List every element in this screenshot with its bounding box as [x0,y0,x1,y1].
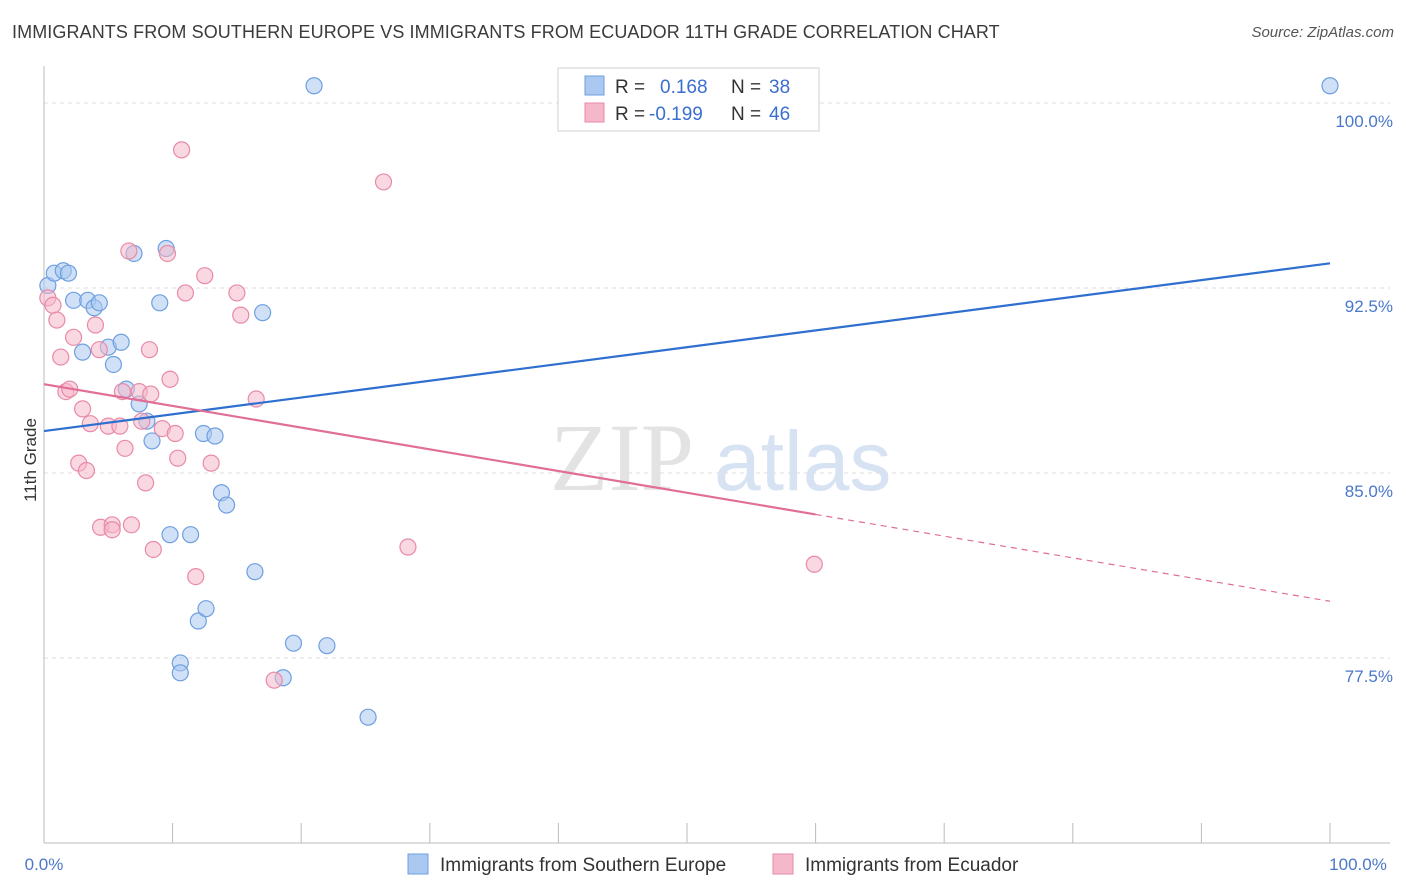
data-point-blue [90,294,108,312]
data-point-blue [218,496,236,514]
data-point-pink [120,242,138,260]
legend-n-label-2: N = [731,104,761,125]
y-tick-label: 77.5% [1345,667,1393,686]
data-point-pink [166,424,184,443]
data-point-blue [151,294,169,312]
watermark-atlas: atlas [714,414,891,508]
data-point-pink [265,671,283,689]
data-point-pink [142,385,160,403]
data-point-blue [104,355,123,374]
data-point-blue [143,432,161,450]
stats-legend: R = 0.168 N = 38 R = -0.199 N = 46 [557,67,820,132]
watermark-zip: ZIP [550,404,694,511]
data-point-pink [169,449,187,467]
data-point-pink [173,141,191,159]
data-point-blue [197,600,215,618]
legend-r-value-1: 0.168 [660,77,708,98]
data-point-pink [133,412,151,430]
data-point-pink [374,173,393,191]
y-axis-label: 11th Grade [21,418,40,502]
data-point-pink [90,341,108,359]
data-point-pink [161,370,179,388]
trend-line-pink [43,383,816,516]
data-point-blue [1321,77,1339,95]
data-point-blue [359,708,377,726]
x-tick-label: 0.0% [25,855,64,874]
data-point-blue [254,304,272,322]
series-legend-label-pink: Immigrants from Ecuador [805,855,1019,876]
axes: 0.0% 100.0% [25,66,1390,874]
series-legend-label-blue: Immigrants from Southern Europe [440,855,726,876]
data-point-blue [171,664,189,682]
trend-line-extension-pink [815,513,1331,602]
x-tick-label: 100.0% [1329,855,1387,874]
legend-n-label-1: N = [731,77,761,98]
data-point-pink [196,267,214,285]
data-point-pink [232,306,250,324]
legend-n-value-1: 38 [769,77,790,98]
data-point-blue [318,637,336,655]
data-point-pink [113,383,132,401]
y-tick-label: 100.0% [1335,112,1393,131]
data-point-pink [86,316,105,334]
data-point-pink [228,284,246,302]
legend-r-label-1: R = [615,77,645,98]
grid-lines: 77.5% 85.0% 92.5% 100.0% [44,102,1393,686]
data-point-blue [284,634,303,652]
source-label: Source: ZipAtlas.com [1251,24,1394,41]
data-point-pink [64,328,83,346]
data-point-pink [103,521,121,539]
trend-lines [43,262,1331,602]
data-point-blue [305,77,323,95]
legend-swatch-blue [584,75,605,96]
data-point-pink [116,439,134,457]
data-point-pink [187,567,205,586]
legend-r-label-2: R = [615,104,645,125]
data-point-pink [158,244,177,263]
data-point-pink [136,474,155,492]
data-point-blue [246,563,264,581]
chart-title: IMMIGRANTS FROM SOUTHERN EUROPE VS IMMIG… [12,22,1000,42]
legend-swatch-pink [584,102,605,123]
data-point-pink [77,461,96,480]
data-point-blue [189,612,207,630]
legend-n-value-2: 46 [769,104,790,125]
data-point-pink [176,284,195,302]
data-point-pink [805,555,823,573]
series-legend: Immigrants from Southern Europe Immigran… [407,853,1019,876]
watermark: ZIP atlas [550,404,891,511]
data-point-blue [161,526,179,544]
data-point-blue [182,526,200,544]
data-point-pink [399,538,417,556]
data-point-pink [144,540,162,559]
data-point-pink [122,516,141,534]
data-point-pink [48,311,66,329]
y-tick-label: 92.5% [1345,297,1393,316]
data-point-pink [44,296,62,314]
data-point-pink [140,341,159,359]
data-point-blue [59,264,78,282]
series-legend-swatch-pink [772,853,794,875]
y-tick-label: 85.0% [1345,482,1393,501]
data-point-blue [73,343,92,361]
trend-line-blue [43,262,1331,433]
data-point-blue [206,427,224,445]
data-point-pink [202,454,220,472]
legend-r-value-2: -0.199 [649,104,703,125]
data-point-blue [112,333,130,351]
series-legend-swatch-blue [407,853,429,875]
data-point-pink [73,400,92,418]
data-point-pink [52,348,70,366]
data-points [39,77,1339,726]
